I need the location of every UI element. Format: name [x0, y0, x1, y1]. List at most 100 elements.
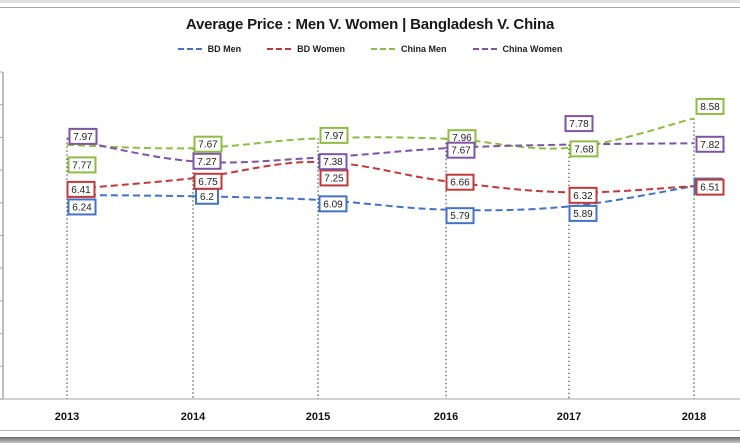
data-label-box: [192, 152, 222, 170]
data-label-box: [568, 204, 598, 222]
data-label-china-men-2018: 8.58: [695, 97, 725, 115]
data-label-china-men-2013: 7.77: [67, 156, 97, 174]
window-top-border: [0, 7, 740, 8]
data-label-china-women-2014: 7.27: [192, 152, 222, 170]
data-label-text: 7.77: [72, 160, 92, 171]
axes: [0, 71, 740, 400]
data-label-text: 7.68: [574, 144, 594, 155]
series-line-bd-women: [66, 160, 695, 194]
legend-item-bd-men: BD Men: [177, 44, 242, 54]
data-label-text: 7.78: [569, 119, 589, 130]
legend-swatch-bd-men: [177, 48, 202, 50]
data-label-text: 7.67: [198, 140, 218, 151]
x-tick-label-2017: 2017: [557, 411, 581, 423]
data-label-bd-women-2014: 6.75: [193, 172, 223, 190]
data-label-text: 5.89: [573, 209, 593, 220]
data-label-china-women-2017: 7.78: [564, 115, 594, 133]
data-label-text: 8.58: [700, 102, 720, 113]
data-label-box: [445, 207, 475, 225]
series-lines: [66, 117, 695, 212]
series-line-china-men: [66, 117, 695, 150]
data-label-box: [67, 156, 97, 174]
data-label-box: [319, 169, 349, 187]
data-label-china-women-2013: 7.97: [68, 127, 98, 145]
series-line-china-women: [66, 137, 695, 164]
data-label-box: [564, 115, 594, 133]
series-line-bd-men: [66, 185, 695, 212]
data-label-bd-women-2016: 6.66: [445, 173, 475, 191]
x-tick-label-2013: 2013: [55, 411, 79, 423]
legend-label-bd-women: BD Women: [297, 44, 345, 54]
legend-item-china-women: China Women: [472, 44, 563, 54]
data-label-box: [695, 178, 725, 196]
window-bottom-edge: [0, 437, 740, 443]
x-tick-label-2018: 2018: [682, 411, 706, 423]
chart-bottom-border: [0, 430, 740, 431]
x-tick-label-2014: 2014: [181, 411, 206, 423]
legend-swatch-bd-women: [267, 48, 292, 50]
data-label-box: [445, 173, 475, 191]
data-label-text: 7.97: [73, 132, 93, 143]
data-label-box: [695, 135, 725, 153]
data-label-china-women-2016: 7.67: [446, 141, 476, 159]
window-top-edge: [0, 0, 740, 3]
data-label-box: [193, 172, 223, 190]
data-label-text: 6.66: [450, 178, 470, 189]
legend-swatch-china-women: [472, 48, 497, 50]
data-label-box: [695, 97, 725, 115]
data-label-bd-women-2013: 6.41: [66, 180, 96, 198]
data-label-bd-men-2017: 5.89: [568, 204, 598, 222]
drop-lines: [66, 118, 695, 399]
x-tick-label-2015: 2015: [306, 411, 330, 423]
data-label-text: 6.75: [198, 177, 218, 188]
legend-item-china-men: China Men: [370, 44, 447, 54]
data-label-text: 7.67: [451, 146, 471, 157]
data-label-box: [66, 180, 96, 198]
data-label-box: [68, 127, 98, 145]
chart-legend: BD Men BD Women China Men China Women: [0, 44, 740, 54]
data-label-box: [319, 126, 349, 144]
data-label-bd-men-2016: 5.79: [445, 207, 475, 225]
legend-label-china-women: China Women: [502, 44, 563, 54]
data-label-china-men-2014: 7.67: [193, 135, 223, 153]
data-label-text: 6.41: [71, 185, 91, 196]
data-label-text: 7.96: [452, 133, 472, 144]
x-tick-label-2016: 2016: [434, 411, 458, 423]
data-label-text: 6.24: [72, 202, 92, 213]
data-label-text: 7.25: [324, 173, 344, 184]
legend-item-bd-women: BD Women: [267, 44, 345, 54]
data-label-text: 5.79: [450, 211, 470, 222]
legend-label-bd-men: BD Men: [207, 44, 242, 54]
data-label-text: 6.32: [573, 191, 593, 202]
data-label-text: 7.97: [324, 131, 344, 142]
x-tick-labels: 2013 2014 2015 2016 2017 2018: [55, 411, 706, 423]
chart-title: Average Price : Men V. Women | Banglades…: [185, 16, 555, 33]
data-label-bd-men-2015: 6.09: [318, 195, 348, 213]
data-labels: 6.24 6.2 6.09 5.79 5.89 6.51 6.41 6.75 7.25 6.66 6…: [66, 97, 725, 225]
data-label-box: [568, 186, 598, 204]
data-label-china-women-2015: 7.38: [318, 153, 348, 171]
data-label-box: [569, 140, 599, 158]
data-label-text: 7.27: [197, 157, 217, 168]
legend-swatch-china-men: [370, 48, 395, 50]
data-label-box: [67, 198, 97, 216]
data-label-box: [318, 153, 348, 171]
data-label-bd-men-2013: 6.24: [67, 198, 97, 216]
legend-label-china-men: China Men: [400, 44, 447, 54]
data-label-china-men-2017: 7.68: [569, 140, 599, 158]
data-label-bd-women-2015: 7.25: [319, 169, 349, 187]
data-label-bd-women-2017: 6.32: [568, 186, 598, 204]
data-label-box: [318, 195, 348, 213]
data-label-text: 6.2: [200, 192, 214, 203]
data-label-china-men-2015: 7.97: [319, 126, 349, 144]
data-label-box: [446, 141, 476, 159]
data-label-text: 6.51: [700, 183, 720, 194]
data-label-text: 6.09: [323, 199, 343, 210]
data-label-china-women-2018: 7.82: [695, 135, 725, 153]
data-label-text: 7.38: [323, 157, 343, 168]
data-label-box: [193, 135, 223, 153]
data-label-bd-women-2018: 6.51: [695, 178, 725, 196]
data-label-text: 7.82: [700, 140, 720, 151]
data-label-bd-men-2014: 6.2: [195, 187, 219, 205]
